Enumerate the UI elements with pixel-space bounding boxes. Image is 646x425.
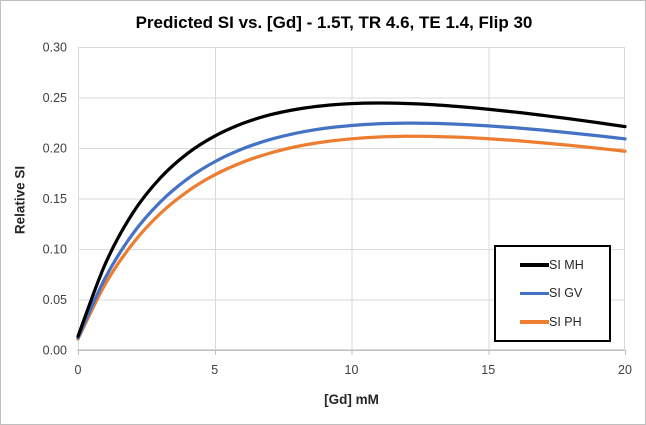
- legend-line-swatch: [520, 320, 549, 324]
- legend-line-swatch: [520, 263, 549, 267]
- plot-border: [78, 47, 625, 350]
- y-tick-label: 0.10: [43, 243, 67, 257]
- y-axis-title-text: Relative SI: [12, 165, 28, 235]
- legend-line-swatch: [520, 291, 549, 296]
- legend-label: SI PH: [549, 314, 582, 329]
- x-tick-label: 10: [345, 363, 359, 377]
- legend-item-si-ph: SI PH: [520, 316, 609, 329]
- y-tick-label: 0.15: [43, 192, 67, 206]
- y-tick-label: 0.30: [43, 41, 67, 55]
- legend-label: SI MH: [549, 257, 584, 272]
- x-axis-title: [Gd] mM: [324, 392, 379, 407]
- series-line-si-gv: [76, 121, 627, 340]
- legend-item-si-gv: SI GV: [520, 287, 609, 300]
- x-tick-label: 20: [618, 363, 632, 377]
- series-line-si-ph: [76, 134, 627, 341]
- y-tick-label: 0.25: [43, 91, 67, 105]
- x-tick-label: 15: [481, 363, 495, 377]
- chart-title: Predicted SI vs. [Gd] - 1.5T, TR 4.6, TE…: [135, 13, 533, 32]
- y-tick-label: 0.00: [43, 344, 67, 358]
- y-tick-label: 0.05: [43, 293, 67, 307]
- x-tick-label: 5: [211, 363, 218, 377]
- legend-label: SI GV: [549, 286, 583, 301]
- gridlines: [78, 47, 625, 350]
- legend-item-si-mh: SI MH: [520, 259, 609, 272]
- legend: SI MH SI GV SI PH: [494, 245, 611, 342]
- x-tick-label: 0: [75, 363, 82, 377]
- series-line-si-mh: [76, 101, 627, 338]
- y-tick-label: 0.20: [43, 142, 67, 156]
